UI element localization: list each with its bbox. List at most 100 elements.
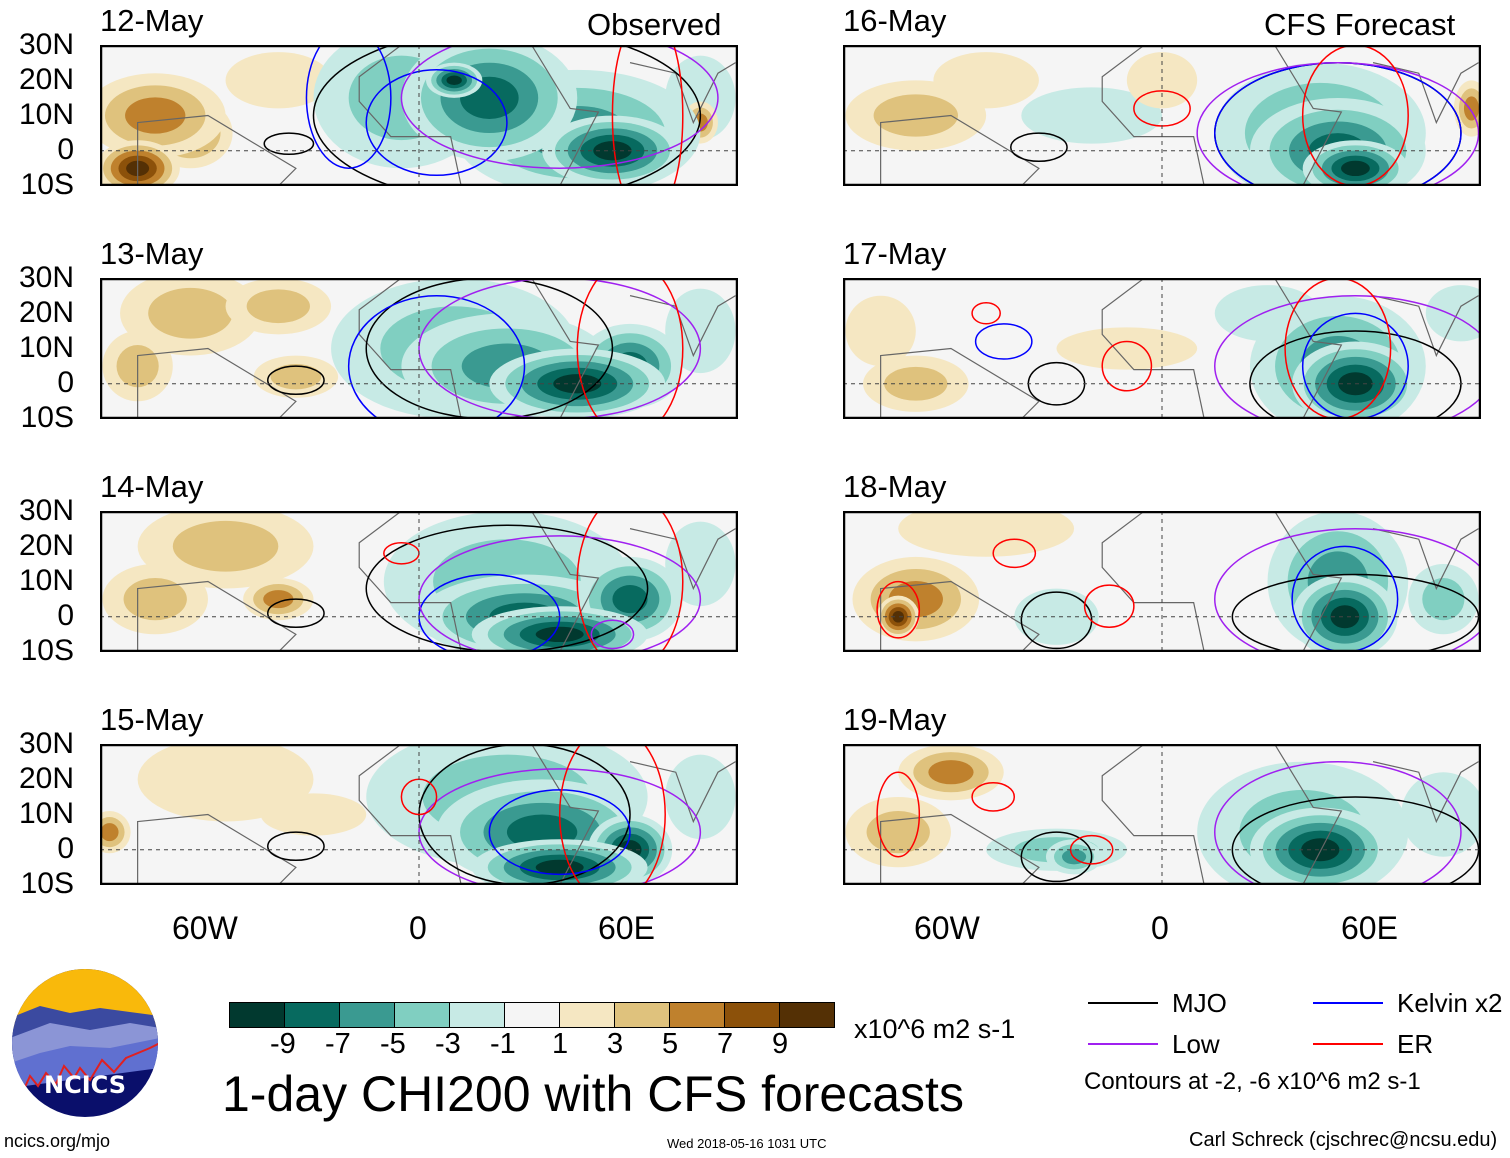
map-panel-12-May: [100, 45, 738, 186]
map-panel-16-May: [843, 45, 1481, 186]
lat-label: 20N: [18, 762, 74, 795]
colorbar-swatch: [559, 1003, 614, 1027]
panel-date: 15-May: [100, 702, 204, 737]
lat-label: 0: [57, 366, 74, 399]
low-contour: [1214, 761, 1462, 885]
panel-frame: [843, 45, 1481, 186]
lat-label: 10N: [18, 331, 74, 364]
anomaly-blob: [1341, 160, 1370, 177]
er-contour: [576, 278, 684, 419]
anomaly-blob: [612, 585, 648, 614]
anomaly-blob: [892, 610, 904, 623]
lon-label-60w: 60W: [914, 910, 980, 946]
panel-frame: [100, 744, 738, 885]
lat-label: 30N: [18, 494, 74, 527]
er-contour: [1101, 340, 1153, 392]
anomaly-blob: [1330, 605, 1360, 629]
lat-label: 0: [57, 832, 74, 865]
anomaly-field: [845, 744, 1481, 885]
map-panel-15-May: [100, 744, 738, 885]
anomaly-blob: [1463, 96, 1480, 121]
coastlines: [137, 511, 736, 652]
panel-frame: [100, 511, 738, 652]
er-contour: [971, 301, 1001, 325]
lon-label-60e: 60E: [1341, 910, 1398, 946]
colorbar-tick: 5: [662, 1028, 679, 1060]
lat-label: 30N: [18, 28, 74, 61]
lon-label-60e: 60E: [598, 910, 655, 946]
colorbar-swatch: [394, 1003, 449, 1027]
colorbar: [229, 1002, 835, 1028]
er-contour: [1083, 584, 1135, 629]
kelvin-contour: [305, 45, 392, 169]
mjo-contour: [1010, 132, 1068, 163]
lon-label-60w: 60W: [172, 910, 238, 946]
anomaly-field: [852, 511, 1479, 652]
mjo-contour: [263, 132, 315, 156]
mjo-contour: [1020, 831, 1093, 883]
anomaly-blob: [1056, 327, 1198, 370]
lat-label: 0: [57, 599, 74, 632]
panel-frame: [100, 45, 738, 186]
anomaly-blob: [1425, 285, 1481, 342]
coastlines: [137, 278, 736, 419]
lat-label: 20N: [18, 63, 74, 96]
legend-line-er: [1313, 1043, 1383, 1045]
coastlines: [880, 511, 1479, 652]
er-contour: [611, 45, 684, 186]
lat-label: 10S: [20, 401, 74, 434]
legend-line-low: [1088, 1043, 1158, 1045]
legend-label: Kelvin x2: [1397, 988, 1503, 1018]
panel-frame: [100, 278, 738, 419]
forecast-header: CFS Forecast: [1264, 7, 1456, 42]
logo-text: NCICS: [44, 1071, 126, 1099]
colorbar-tick: 1: [552, 1028, 569, 1060]
mjo-contour: [267, 598, 325, 629]
colorbar-swatch: [669, 1003, 724, 1027]
coastlines: [880, 278, 1479, 419]
kelvin-contour: [365, 69, 508, 177]
legend-line-mjo: [1088, 1002, 1158, 1004]
legend-line-kelvin: [1313, 1002, 1383, 1004]
coastlines: [137, 744, 736, 885]
lat-label: 10N: [18, 797, 74, 830]
kelvin-contour: [488, 789, 631, 876]
panel-date: 14-May: [100, 469, 204, 504]
panel-date: 17-May: [843, 236, 947, 271]
kelvin-contour: [347, 295, 526, 419]
site-url[interactable]: ncics.org/mjo: [4, 1131, 111, 1151]
lat-label: 10S: [20, 867, 74, 900]
panel-date: 12-May: [100, 3, 204, 38]
anomaly-field: [100, 45, 736, 186]
panel-frame: [843, 511, 1481, 652]
lat-label: 30N: [18, 261, 74, 294]
lat-label: 10S: [20, 168, 74, 201]
anomaly-blob: [148, 287, 233, 339]
anomaly-blob: [125, 97, 186, 134]
colorbar-tick: 9: [772, 1028, 789, 1060]
anomaly-blob: [1301, 838, 1340, 862]
coastlines: [880, 45, 1479, 186]
map-panel-18-May: [843, 511, 1481, 652]
colorbar-tick: -3: [435, 1028, 461, 1060]
colorbar-swatch: [724, 1003, 779, 1027]
er-contour: [876, 580, 921, 639]
anomaly-blob: [1014, 588, 1099, 645]
legend-label: Low: [1172, 1029, 1220, 1059]
anomaly-blob: [535, 626, 584, 643]
colorbar-swatch: [614, 1003, 669, 1027]
colorbar-tick: 7: [717, 1028, 734, 1060]
author-credit: Carl Schreck (cjschrec@ncsu.edu): [1189, 1129, 1498, 1151]
ncics-logo: NCICS: [12, 969, 158, 1117]
legend-label: MJO: [1172, 988, 1227, 1018]
kelvin-contour: [974, 323, 1033, 360]
colorbar-swatch: [230, 1003, 284, 1027]
lat-label: 10N: [18, 98, 74, 131]
map-panel-19-May: [843, 744, 1481, 885]
colorbar-tick: -1: [490, 1028, 516, 1060]
lat-label: 30N: [18, 727, 74, 760]
er-contour: [971, 782, 1016, 812]
panel-frame: [843, 278, 1481, 419]
low-contour: [590, 619, 635, 650]
mjo-contour: [267, 831, 325, 862]
